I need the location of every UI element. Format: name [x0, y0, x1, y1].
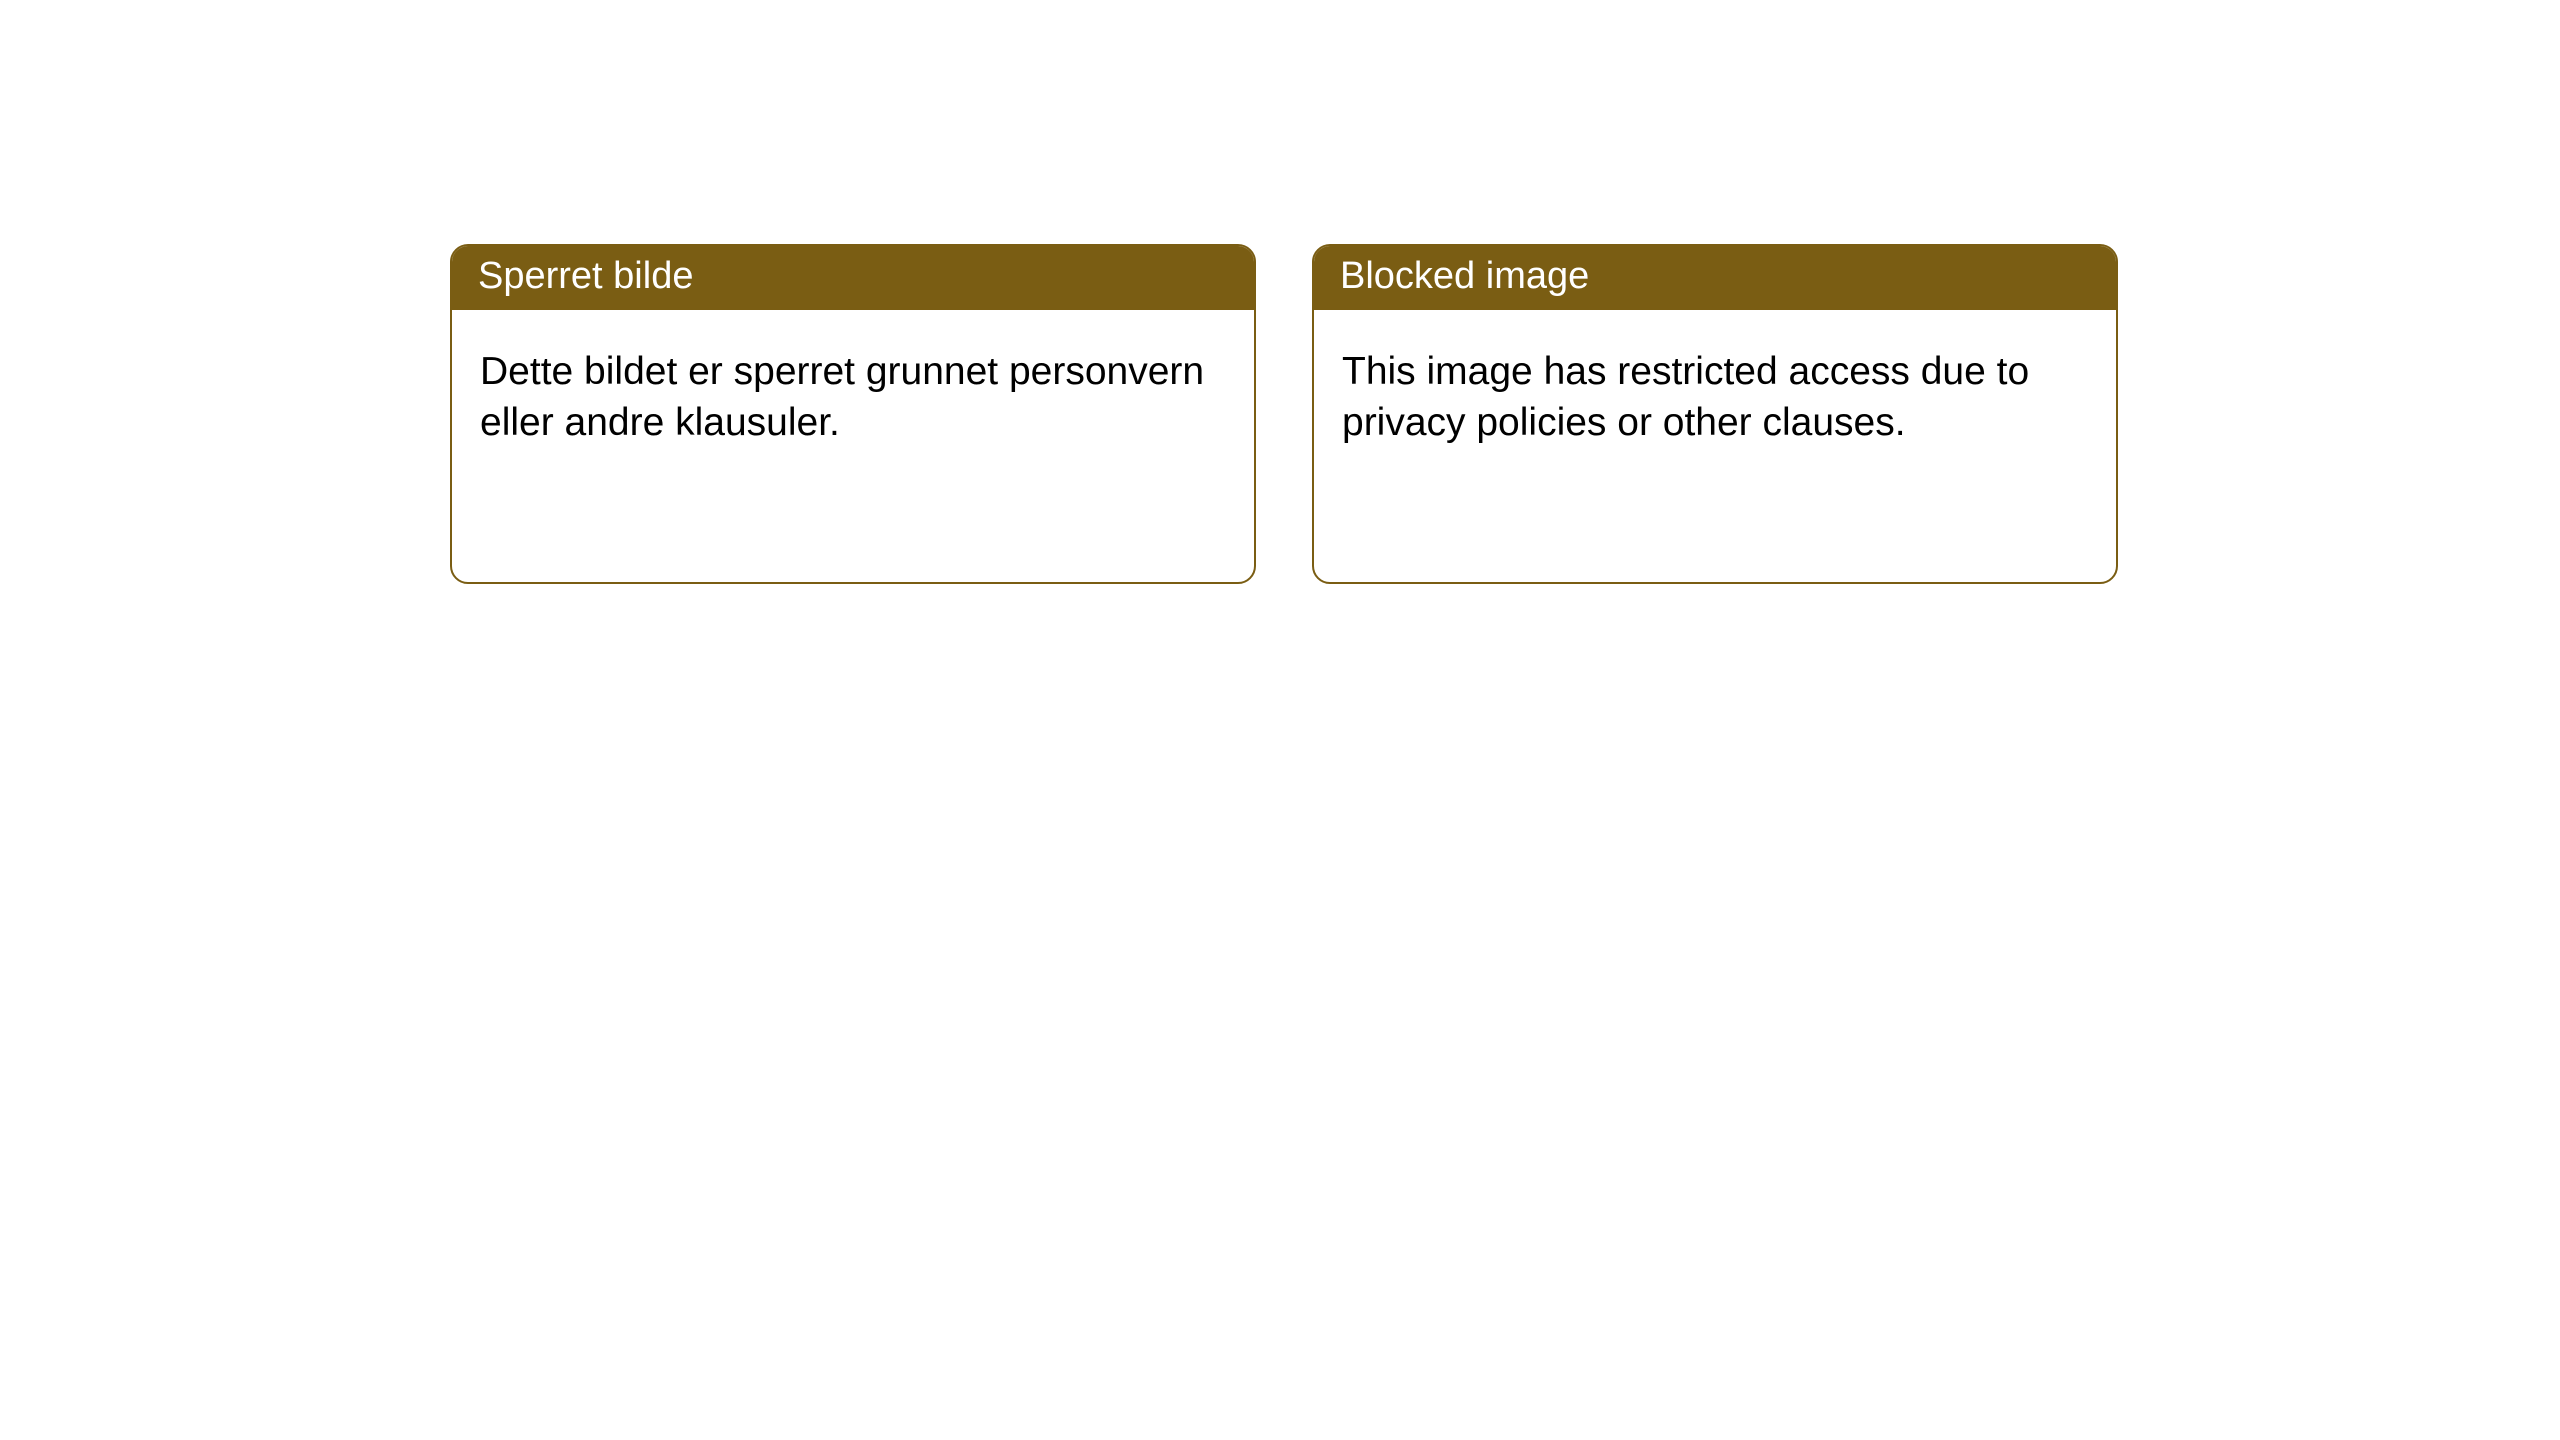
card-header: Blocked image — [1314, 246, 2116, 310]
card-body-text: This image has restricted access due to … — [1342, 350, 2029, 445]
card-title: Blocked image — [1340, 255, 1589, 297]
card-body: This image has restricted access due to … — [1314, 310, 2116, 582]
notice-card-english: Blocked image This image has restricted … — [1312, 244, 2118, 584]
card-body-text: Dette bildet er sperret grunnet personve… — [480, 350, 1204, 445]
card-header: Sperret bilde — [452, 246, 1254, 310]
notice-cards-container: Sperret bilde Dette bildet er sperret gr… — [450, 244, 2118, 584]
card-title: Sperret bilde — [478, 255, 693, 297]
card-body: Dette bildet er sperret grunnet personve… — [452, 310, 1254, 582]
notice-card-norwegian: Sperret bilde Dette bildet er sperret gr… — [450, 244, 1256, 584]
